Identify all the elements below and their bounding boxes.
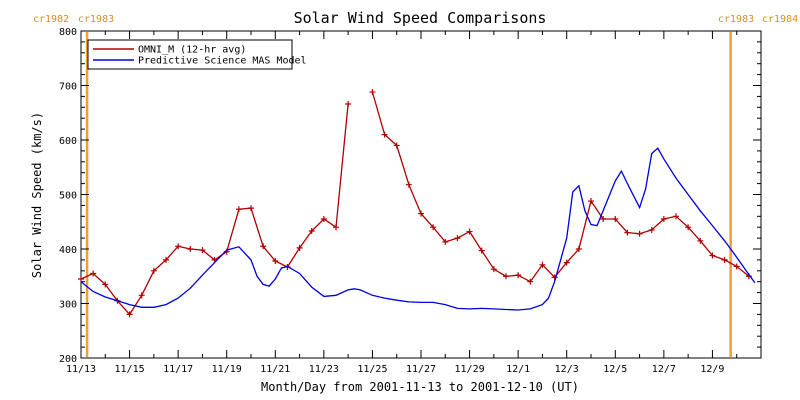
x-tick-label: 11/25	[357, 364, 387, 375]
x-tick-label: 12/1	[506, 364, 530, 375]
carrington-label-left-2: cr1983	[718, 14, 754, 25]
y-tick-label: 600	[59, 136, 77, 147]
carrington-label-right-1: cr1983	[78, 14, 114, 25]
y-tick-label: 400	[59, 245, 77, 256]
data-point-omni	[175, 243, 182, 250]
y-axis-label: Solar Wind Speed (km/s)	[30, 112, 44, 278]
x-tick-label: 12/5	[603, 364, 627, 375]
x-tick-label: 11/27	[406, 364, 436, 375]
data-point-omni	[296, 244, 303, 251]
data-point-omni	[405, 181, 412, 188]
data-point-omni	[563, 259, 570, 266]
data-point-omni	[515, 272, 522, 279]
data-point-omni	[697, 237, 704, 244]
x-tick-label: 12/3	[555, 364, 579, 375]
data-point-omni	[102, 281, 109, 288]
data-point-omni	[612, 216, 619, 223]
plot-frame	[80, 30, 762, 359]
data-point-omni	[187, 246, 194, 252]
data-point-omni	[490, 266, 497, 273]
series-line-omni	[371, 91, 750, 283]
data-point-omni	[320, 216, 327, 223]
x-tick-label: 11/13	[66, 364, 96, 375]
x-tick-label: 11/23	[309, 364, 339, 375]
data-point-omni	[624, 229, 631, 236]
legend-box	[87, 39, 293, 70]
chart-title: Solar Wind Speed Comparisons	[294, 9, 547, 27]
x-axis-label: Month/Day from 2001-11-13 to 2001-12-10 …	[261, 380, 579, 394]
data-point-omni	[551, 274, 558, 281]
x-tick-label: 11/29	[455, 364, 485, 375]
data-point-omni	[90, 270, 97, 277]
x-tick-label: 12/7	[652, 364, 676, 375]
data-point-omni	[138, 292, 145, 299]
data-point-omni	[648, 226, 655, 233]
y-tick-label: 700	[59, 82, 77, 93]
y-tick-label: 200	[59, 354, 77, 365]
data-point-omni	[78, 275, 84, 282]
data-point-omni	[454, 235, 461, 242]
data-point-omni	[527, 278, 534, 285]
carrington-label-right-2: cr1984	[762, 14, 798, 25]
data-point-omni	[442, 238, 449, 245]
data-point-omni	[381, 131, 388, 138]
y-tick-label: 500	[59, 191, 77, 202]
data-point-omni	[248, 205, 254, 212]
data-point-omni	[369, 89, 376, 96]
data-point-omni	[418, 210, 424, 217]
legend-entry-1: OMNI_M (12-hr avg)	[138, 45, 246, 56]
data-point-omni	[575, 246, 582, 252]
data-point-omni	[235, 206, 242, 213]
data-point-omni	[660, 216, 667, 223]
data-point-omni	[709, 252, 716, 259]
data-point-omni	[163, 256, 169, 263]
data-point-omni	[150, 267, 157, 274]
data-point-omni	[600, 216, 607, 223]
data-point-omni	[260, 243, 267, 250]
x-tick-label: 11/17	[163, 364, 193, 375]
y-tick-label: 800	[59, 27, 77, 38]
plot-area: 200 300 400 500 600 700 800 11/13 11/15 11/17 11/1…	[59, 27, 762, 375]
data-point-omni	[466, 228, 473, 235]
data-point-omni	[393, 142, 400, 149]
data-point-omni	[126, 311, 133, 318]
data-point-omni	[430, 224, 437, 231]
data-point-omni	[636, 230, 643, 237]
data-point-omni	[308, 228, 315, 235]
x-tick-label: 12/9	[700, 364, 724, 375]
x-tick-label: 11/21	[260, 364, 290, 375]
data-point-omni	[685, 224, 692, 231]
data-point-omni	[539, 261, 546, 268]
x-tick-label: 11/15	[115, 364, 145, 375]
data-point-omni	[673, 213, 679, 220]
data-point-omni	[588, 198, 594, 205]
data-point-omni	[345, 101, 352, 108]
data-point-omni	[503, 273, 509, 280]
y-tick-label: 300	[59, 300, 77, 311]
data-point-omni	[333, 224, 339, 231]
legend-entry-2: Predictive Science MAS Model	[138, 56, 307, 67]
carrington-label-left-1: cr1982	[33, 14, 69, 25]
series-line-mas-model	[80, 147, 756, 311]
data-point-omni	[199, 247, 206, 254]
data-point-omni	[478, 247, 485, 254]
x-tick-label: 11/19	[212, 364, 242, 375]
data-point-omni	[272, 257, 279, 264]
data-point-omni	[721, 256, 728, 263]
data-point-omni	[733, 263, 740, 270]
